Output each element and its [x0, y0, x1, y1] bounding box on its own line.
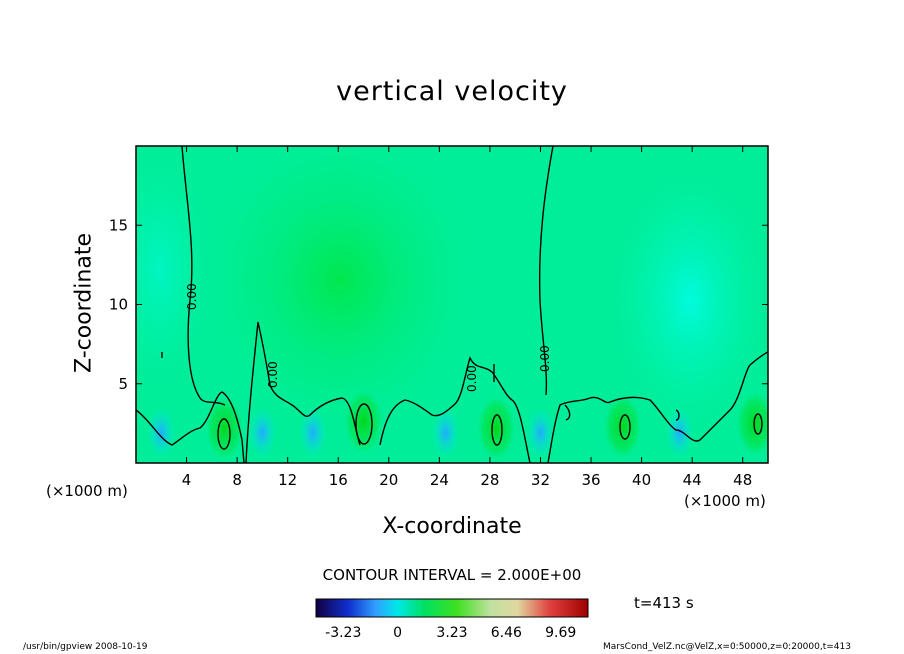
- x-tick-label: 20: [379, 471, 398, 489]
- x-tick-label: 4: [182, 471, 192, 489]
- broad-updraft-region: [190, 146, 490, 450]
- zero-contour-left: [181, 146, 226, 406]
- zero-contour-right: [538, 146, 554, 396]
- time-stamp: t=413 s: [634, 594, 694, 612]
- colorbar-gradient: [315, 598, 589, 618]
- downdraft-cell-2: [248, 406, 277, 459]
- downdraft-cell-1: [147, 406, 176, 459]
- downdraft-cell-5: [526, 406, 555, 459]
- contour-fragment-c: [564, 404, 571, 421]
- contour-labels: 0.00 0.00 0.00 0.00: [185, 283, 552, 392]
- y-tick-label: 10: [109, 296, 128, 314]
- x-tick-label: 8: [232, 471, 242, 489]
- x-tick-label: 40: [632, 471, 651, 489]
- x-tick-label: 48: [733, 471, 752, 489]
- updraft-cell-2: [343, 387, 384, 456]
- colorbar-tick-label: -3.23: [325, 625, 361, 641]
- colorbar-tick-label: 0: [393, 625, 402, 641]
- downdraft-cell-4: [431, 406, 460, 459]
- contour-ring-cell-4: [619, 414, 631, 440]
- y-tick-label: 5: [118, 375, 128, 393]
- contour-ring-cell-1: [217, 418, 231, 450]
- broad-downdraft-region-left: [136, 146, 220, 410]
- zero-contour-surface: [136, 321, 768, 463]
- contour-label-3: 0.00: [465, 365, 479, 392]
- contour-label-2: 0.00: [266, 361, 280, 388]
- footer-left: /usr/bin/gpview 2008-10-19: [23, 642, 148, 652]
- x-tick-label: 32: [531, 471, 550, 489]
- x-tick-label: 28: [480, 471, 499, 489]
- x-tick-label: 36: [581, 471, 600, 489]
- contour-label-1: 0.00: [185, 283, 199, 310]
- x-unit-note-left: (×1000 m): [46, 482, 128, 500]
- y-axis-label: Z-coordinate: [71, 233, 97, 373]
- y-axis: 5 10 15: [109, 216, 768, 393]
- contour-ring-cell-5: [753, 413, 763, 435]
- x-tick-label: 24: [430, 471, 449, 489]
- x-axis: 4 8 12 16 20 24 28 32 36 40 44 48: [182, 146, 752, 489]
- updraft-cell-4: [602, 392, 643, 461]
- footer-right: MarsCond_VelZ.nc@VelZ,x=0:50000,z=0:2000…: [603, 642, 851, 652]
- colorbar: -3.23 0 3.23 6.46 9.69: [315, 598, 589, 641]
- contour-interval-text: CONTOUR INTERVAL = 2.000E+00: [322, 566, 582, 584]
- downdraft-cell-6: [665, 406, 694, 459]
- colorbar-tick-label: 6.46: [491, 625, 522, 641]
- broad-downdraft-region-right: [600, 150, 768, 450]
- zero-contours: [136, 146, 768, 463]
- y-tick-label: 15: [109, 216, 128, 234]
- x-axis-label: X-coordinate: [382, 514, 522, 539]
- x-unit-note-right: (×1000 m): [684, 492, 766, 510]
- downdraft-cell-3: [298, 406, 327, 459]
- colorbar-tick-label: 3.23: [436, 625, 467, 641]
- x-tick-label: 12: [278, 471, 297, 489]
- contour-label-4: 0.00: [538, 345, 552, 372]
- colorbar-tick-label: 9.69: [545, 625, 576, 641]
- chart-title: vertical velocity: [336, 76, 568, 107]
- contour-ring-cell-3: [491, 414, 503, 446]
- field-layer: 0.00 0.00 0.00 0.00: [136, 146, 768, 463]
- x-tick-label: 16: [329, 471, 348, 489]
- updraft-cell-5: [735, 389, 768, 458]
- x-tick-label: 44: [683, 471, 702, 489]
- contour-ring-cell-2: [355, 403, 373, 445]
- contour-fragment-d: [675, 409, 680, 421]
- updraft-cell-3: [476, 394, 517, 463]
- near-surface-cells: [147, 387, 768, 463]
